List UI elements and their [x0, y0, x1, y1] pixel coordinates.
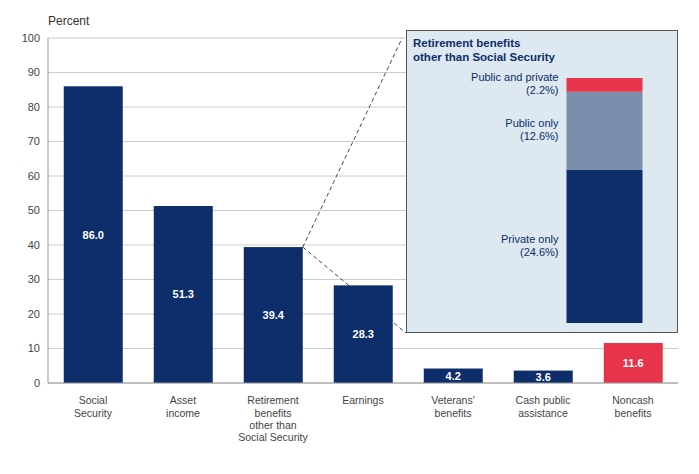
svg-text:Noncashbenefits: Noncashbenefits [612, 394, 654, 418]
svg-text:Public and private(2.2%): Public and private(2.2%) [471, 71, 558, 96]
svg-text:100: 100 [22, 32, 40, 44]
svg-text:4.2: 4.2 [446, 370, 461, 382]
svg-text:SocialSecurity: SocialSecurity [74, 394, 113, 418]
svg-text:40: 40 [28, 239, 40, 251]
svg-text:11.6: 11.6 [623, 357, 644, 369]
svg-text:90: 90 [28, 66, 40, 78]
svg-text:50: 50 [28, 204, 40, 216]
html-text:Retirement benefits: Retirement benefits [413, 37, 521, 49]
svg-text:28.3: 28.3 [353, 328, 374, 340]
svg-text:Veterans'benefits: Veterans'benefits [431, 394, 474, 418]
svg-text:86.0: 86.0 [83, 229, 104, 241]
svg-text:Public only(12.6%): Public only(12.6%) [505, 117, 559, 142]
svg-text:51.3: 51.3 [173, 288, 194, 300]
svg-text:Assetincome: Assetincome [166, 394, 200, 418]
svg-text:60: 60 [28, 170, 40, 182]
svg-text:80: 80 [28, 101, 40, 113]
svg-text:Private only(24.6%): Private only(24.6%) [501, 233, 559, 258]
svg-text:3.6: 3.6 [536, 371, 551, 383]
html-text:Percent: Percent [48, 14, 90, 28]
svg-text:Earnings: Earnings [342, 394, 383, 406]
svg-text:70: 70 [28, 135, 40, 147]
svg-text:39.4: 39.4 [263, 309, 285, 321]
svg-text:20: 20 [28, 308, 40, 320]
svg-text:Cash publicassistance: Cash publicassistance [516, 394, 571, 418]
svg-text:10: 10 [28, 342, 40, 354]
svg-text:Retirementbenefitsother thanSo: Retirementbenefitsother thanSocial Secur… [238, 394, 308, 442]
html-text:other than Social Security: other than Social Security [413, 51, 555, 63]
svg-text:0: 0 [34, 377, 40, 389]
svg-text:30: 30 [28, 273, 40, 285]
